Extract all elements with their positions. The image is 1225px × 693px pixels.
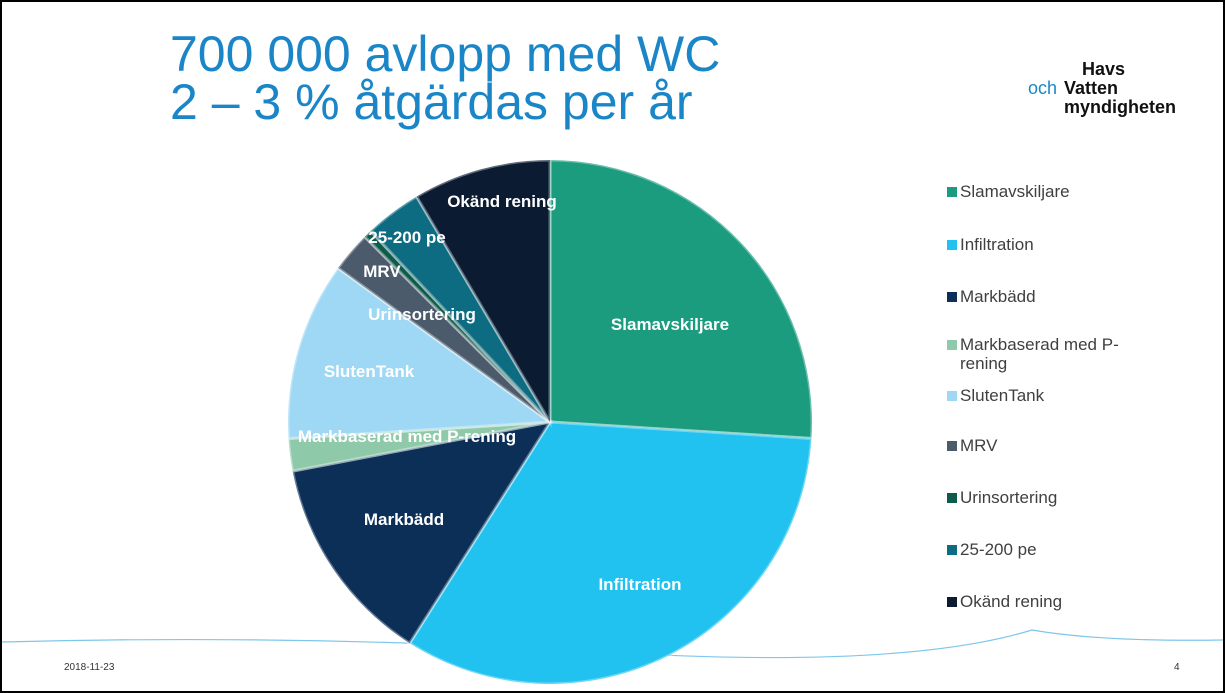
legend-label: SlutenTank xyxy=(960,386,1045,405)
logo-text: Havs xyxy=(1082,59,1126,79)
legend-label: Infiltration xyxy=(960,235,1034,254)
pie-slice xyxy=(286,265,555,441)
legend-item: Okänd rening xyxy=(947,592,1137,611)
legend-swatch xyxy=(947,597,957,607)
legend-item: 25-200 pe xyxy=(947,540,1137,559)
pie-slice xyxy=(407,420,814,686)
data-label: Infiltration xyxy=(598,575,682,594)
logo-text: Vatten xyxy=(1064,78,1119,98)
legend-swatch xyxy=(947,187,957,197)
legend-label: 25-200 pe xyxy=(960,540,1037,559)
data-label: Markbädd xyxy=(363,510,445,529)
legend-label: MRV xyxy=(960,436,998,455)
legend-swatch xyxy=(947,340,957,350)
footer-date: 2018-11-23 xyxy=(64,662,115,673)
pie-slice xyxy=(286,420,551,473)
legend-label: Urinsortering xyxy=(960,488,1058,507)
data-label: SlutenTank xyxy=(323,362,415,381)
title-line: 2 – 3 % åtgärdas per år xyxy=(170,74,693,130)
legend-swatch xyxy=(947,545,957,555)
decor-line xyxy=(2,629,1223,659)
legend-swatch xyxy=(947,493,957,503)
legend-item: Markbaserad med P-rening xyxy=(947,335,1137,373)
data-label: 25-200 pe xyxy=(368,228,446,247)
logo-text: och xyxy=(1028,78,1058,98)
data-label: Slamavskiljare xyxy=(610,315,730,334)
legend-swatch xyxy=(947,391,957,401)
legend-item: MRV xyxy=(947,436,1137,455)
legend-swatch xyxy=(947,292,957,302)
legend-label: Okänd rening xyxy=(960,592,1063,611)
legend-swatch xyxy=(947,441,957,451)
legend-item: Urinsortering xyxy=(947,488,1137,507)
pie-slice xyxy=(290,419,554,646)
legend-label: Slamavskiljare xyxy=(960,182,1070,201)
data-label: Urinsortering xyxy=(368,305,476,324)
title-line: 700 000 avlopp med WC xyxy=(170,26,721,82)
pie-slice xyxy=(362,228,552,424)
legend-item: Slamavskiljare xyxy=(947,182,1137,201)
legend-label: Markbädd xyxy=(960,287,1036,306)
logo-text: myndigheten xyxy=(1064,97,1177,117)
footer-page: 4 xyxy=(1174,662,1180,673)
legend-item: Markbädd xyxy=(947,287,1137,306)
data-label: Okänd rening xyxy=(447,192,557,211)
legend-item: Infiltration xyxy=(947,235,1137,254)
pie-slice xyxy=(368,194,552,424)
legend-swatch xyxy=(947,240,957,250)
legend-item: SlutenTank xyxy=(947,386,1137,405)
data-label: MRV xyxy=(363,262,401,281)
data-label: Markbaserad med P-rening xyxy=(297,427,517,446)
title: 700 000 avlopp med WC 2 – 3 % åtgärdas p… xyxy=(170,26,721,130)
legend-label: Markbaserad med P-rening xyxy=(960,335,1119,373)
pie-slice xyxy=(335,234,552,424)
pie-slice xyxy=(548,158,814,441)
pie-slice xyxy=(414,158,552,428)
